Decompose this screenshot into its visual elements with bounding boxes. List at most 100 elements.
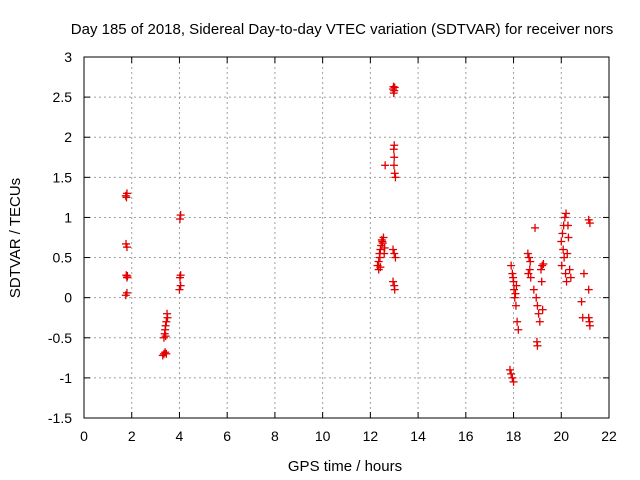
data-point	[162, 317, 171, 326]
y-axis-label: SDTVAR / TECUs	[7, 178, 24, 298]
data-point	[380, 249, 389, 258]
data-point	[176, 211, 185, 220]
x-axis-label: GPS time / hours	[288, 458, 402, 475]
data-point	[389, 277, 398, 286]
y-tick-label: 1.5	[53, 169, 73, 185]
data-point	[391, 173, 400, 182]
data-point	[512, 281, 521, 290]
x-tick-label: 20	[553, 428, 569, 444]
data-point	[525, 265, 534, 274]
data-point	[538, 261, 547, 270]
data-point	[579, 269, 588, 278]
data-point	[584, 285, 593, 294]
plot-frame	[83, 56, 610, 419]
data-point	[566, 273, 575, 282]
data-point	[123, 272, 132, 281]
y-tick-label: -1	[60, 370, 73, 386]
data-point	[524, 269, 533, 278]
data-point	[390, 83, 399, 92]
x-tick-label: 8	[271, 428, 279, 444]
data-point	[175, 273, 184, 282]
x-tick-label: 4	[176, 428, 184, 444]
data-point	[508, 269, 517, 278]
data-point	[523, 249, 532, 258]
y-tick-label: 0	[64, 290, 72, 306]
data-point	[560, 213, 569, 222]
data-point	[536, 265, 545, 274]
data-point	[122, 189, 131, 198]
data-point	[508, 373, 517, 382]
data-point	[584, 313, 593, 322]
x-tick-label: 18	[506, 428, 522, 444]
data-point	[534, 309, 543, 318]
x-tick-label: 2	[128, 428, 136, 444]
data-point	[390, 153, 399, 162]
data-point	[537, 277, 546, 286]
data-point	[535, 317, 544, 326]
data-point	[389, 245, 398, 254]
data-point	[390, 285, 399, 294]
grid	[84, 57, 609, 418]
data-point	[531, 223, 540, 232]
data-point	[175, 215, 184, 224]
data-point	[560, 253, 569, 262]
data-point	[391, 253, 400, 262]
data-point	[538, 305, 547, 314]
data-point	[525, 253, 534, 262]
data-point	[526, 273, 535, 282]
data-point	[585, 219, 594, 228]
y-tick-label: 1	[64, 209, 72, 225]
data-point	[163, 309, 172, 318]
data-point	[526, 257, 535, 266]
x-tick-label: 22	[601, 428, 617, 444]
y-tick-label: 2	[64, 129, 72, 145]
data-point	[532, 293, 541, 302]
x-tick-label: 0	[80, 428, 88, 444]
data-point	[161, 348, 170, 357]
data-point	[533, 301, 542, 310]
data-point	[389, 145, 398, 154]
data-point	[511, 301, 520, 310]
data-point	[557, 261, 566, 270]
x-tick-label: 12	[363, 428, 379, 444]
data-point	[557, 237, 566, 246]
y-tick-label: -1.5	[48, 410, 72, 426]
data-point	[513, 317, 522, 326]
data-point	[390, 169, 399, 178]
data-point	[577, 297, 586, 306]
data-point	[514, 325, 523, 334]
data-point	[122, 243, 131, 252]
data-point	[505, 365, 514, 374]
data-point	[507, 261, 516, 270]
data-point	[559, 245, 568, 254]
x-axis: 0 2 4 6 8 10 12 14 16 18 20 22	[80, 57, 617, 444]
data-point	[509, 273, 518, 282]
data-point	[389, 161, 398, 170]
data-point	[563, 249, 572, 258]
data-point	[510, 293, 519, 302]
data-point	[563, 221, 572, 230]
chart-title: Day 185 of 2018, Sidereal Day-to-day VTE…	[71, 21, 613, 38]
y-tick-label: 3	[64, 49, 72, 65]
data-point	[161, 321, 170, 330]
data-point	[561, 269, 570, 278]
data-point	[585, 321, 594, 330]
y-tick-label: 0.5	[53, 250, 73, 266]
data-point	[389, 89, 398, 98]
y-axis: -1.5 -1 -0.5 0 0.5 1 1.5 2 2.5 3	[48, 49, 609, 426]
data-point	[509, 377, 518, 386]
data-point	[381, 161, 390, 170]
data-point	[162, 349, 171, 358]
data-point	[161, 332, 170, 341]
data-point	[378, 239, 387, 248]
data-point	[533, 341, 542, 350]
data-point	[564, 233, 573, 242]
x-tick-label: 16	[458, 428, 474, 444]
data-point	[565, 265, 574, 274]
data-points	[121, 82, 594, 386]
data-point	[558, 229, 567, 238]
data-point	[176, 281, 185, 290]
data-point	[562, 277, 571, 286]
